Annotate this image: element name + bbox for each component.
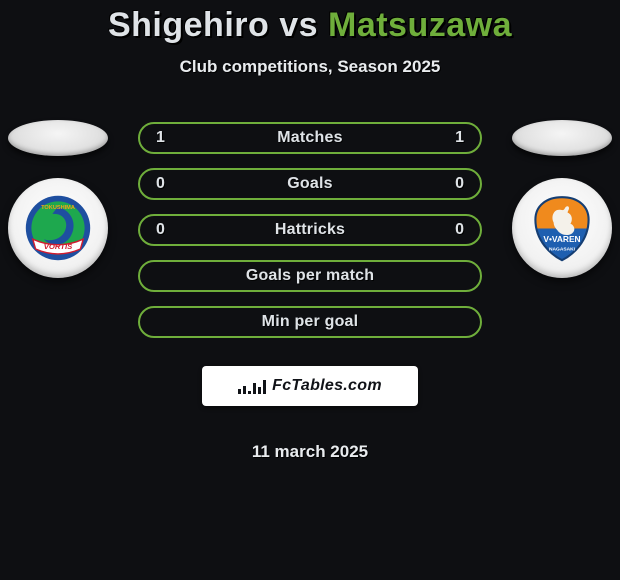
fctables-text: FcTables.com [272,377,382,395]
stat-label: Goals per match [246,267,374,285]
left-player-avatar-oval [8,120,108,156]
left-column: TOKUSHIMA VORTIS [8,120,108,278]
tokushima-vortis-emblem: TOKUSHIMA VORTIS [23,193,93,263]
stat-row-goals: 0 Goals 0 [138,168,482,200]
stat-label: Matches [277,129,342,147]
stat-left-value: 1 [156,129,165,147]
stat-row-hattricks: 0 Hattricks 0 [138,214,482,246]
page-subtitle: Club competitions, Season 2025 [0,57,620,77]
fctables-watermark: FcTables.com [202,366,418,406]
stat-label: Hattricks [275,221,345,239]
svg-text:NAGASAKI: NAGASAKI [549,246,576,252]
stat-right-value: 1 [455,129,464,147]
stat-right-value: 0 [455,175,464,193]
right-column: V•VAREN NAGASAKI [512,120,612,278]
title-player-left: Shigehiro [108,6,269,44]
stat-right-value: 0 [455,221,464,239]
stat-row-goals-per-match: Goals per match [138,260,482,292]
svg-text:VORTIS: VORTIS [44,242,73,251]
stat-left-value: 0 [156,175,165,193]
page-title: Shigehiro vs Matsuzawa [0,0,620,45]
svg-text:V•VAREN: V•VAREN [543,234,580,244]
stats-list: 1 Matches 1 0 Goals 0 0 Hattricks 0 Goal… [138,122,482,462]
stat-row-matches: 1 Matches 1 [138,122,482,154]
v-varen-nagasaki-emblem: V•VAREN NAGASAKI [527,193,597,263]
stat-label: Goals [287,175,332,193]
stat-row-min-per-goal: Min per goal [138,306,482,338]
title-separator: vs [279,6,328,44]
comparison-date: 11 march 2025 [138,442,482,462]
svg-text:TOKUSHIMA: TOKUSHIMA [41,205,75,211]
right-player-avatar-oval [512,120,612,156]
right-team-badge: V•VAREN NAGASAKI [512,178,612,278]
title-player-right: Matsuzawa [328,6,512,44]
stat-label: Min per goal [262,313,359,331]
bar-chart-icon [238,378,266,394]
stat-left-value: 0 [156,221,165,239]
page-root: Shigehiro vs Matsuzawa Club competitions… [0,0,620,580]
left-team-badge: TOKUSHIMA VORTIS [8,178,108,278]
